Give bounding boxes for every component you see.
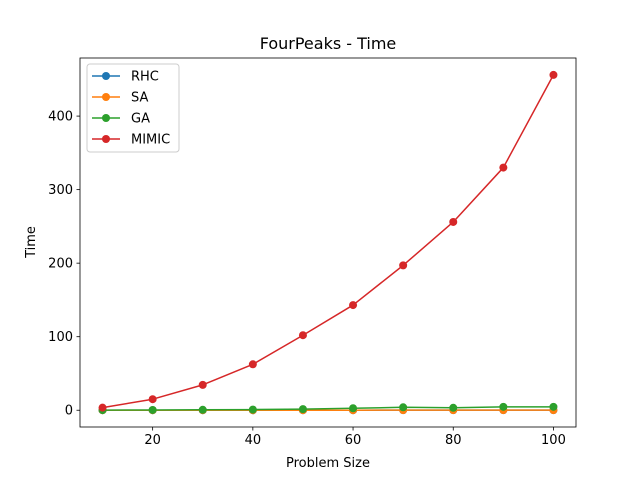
- data-point-mimic: [549, 70, 558, 79]
- y-tick-label: 400: [48, 110, 73, 125]
- data-point-mimic: [148, 395, 157, 404]
- data-point-ga: [549, 402, 558, 411]
- legend-box: [86, 63, 180, 153]
- axes-frame: [79, 57, 577, 428]
- legend-marker-ga: [102, 114, 110, 122]
- data-point-mimic: [499, 163, 508, 172]
- data-point-ga: [248, 405, 257, 414]
- x-tick-label: 60: [345, 433, 362, 448]
- y-tick-label: 200: [48, 257, 73, 272]
- data-point-ga: [349, 404, 358, 413]
- data-point-ga: [198, 405, 207, 414]
- x-tick-label: 20: [144, 433, 161, 448]
- data-point-mimic: [98, 403, 107, 412]
- series-layer: [98, 70, 558, 415]
- legend-marker-mimic: [102, 135, 110, 143]
- x-tick-label: 40: [245, 433, 262, 448]
- legend-label-ga: GA: [131, 112, 150, 127]
- data-point-ga: [449, 403, 458, 412]
- legend-marker-sa: [102, 93, 110, 101]
- data-point-ga: [148, 405, 157, 414]
- legend-label-sa: SA: [131, 91, 148, 106]
- data-point-mimic: [449, 217, 458, 226]
- legend-label-mimic: MIMIC: [131, 133, 170, 148]
- legend: RHC SA GA MIMIC: [86, 63, 180, 153]
- y-axis-label: Time: [24, 226, 39, 259]
- x-tick-label: 80: [445, 433, 462, 448]
- data-point-ga: [399, 403, 408, 412]
- series-mimic: [98, 70, 558, 412]
- y-tick-label: 300: [48, 183, 73, 198]
- data-point-mimic: [198, 380, 207, 389]
- data-point-mimic: [298, 331, 307, 340]
- x-tick-label: 100: [541, 433, 566, 448]
- chart-title: FourPeaks - Time: [260, 34, 397, 53]
- data-point-ga: [499, 402, 508, 411]
- data-point-mimic: [349, 301, 358, 310]
- legend-label-rhc: RHC: [131, 70, 159, 85]
- series-line-ga: [102, 406, 554, 411]
- legend-marker-rhc: [102, 72, 110, 80]
- y-tick-label: 100: [48, 330, 73, 345]
- series-line-mimic: [102, 74, 555, 409]
- data-point-ga: [298, 405, 307, 414]
- data-point-mimic: [399, 261, 408, 270]
- y-tick-label: 0: [65, 404, 73, 419]
- x-axis-label: Problem Size: [286, 456, 370, 471]
- axis-ticks: 20 40 60 80 100 0 100 200 300 400: [48, 110, 566, 448]
- data-point-mimic: [248, 360, 257, 369]
